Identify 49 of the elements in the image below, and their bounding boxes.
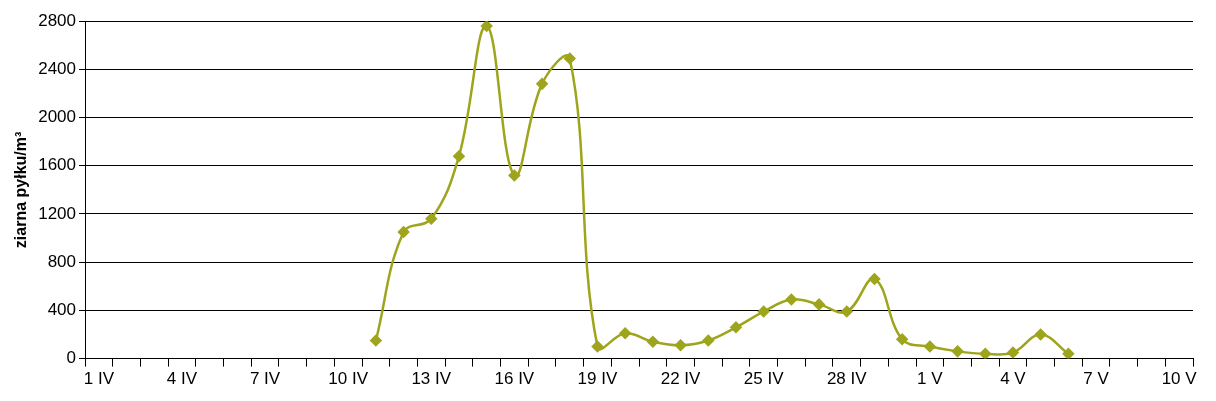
y-tick-label: 2000 xyxy=(38,107,77,127)
point xyxy=(841,305,853,318)
point xyxy=(730,321,742,334)
y-tick-label: 400 xyxy=(47,300,77,320)
point xyxy=(647,335,659,348)
y-axis-title: ziarna pyłku/m³ xyxy=(12,131,30,249)
x-tick-label: 7 V xyxy=(1083,369,1110,389)
point xyxy=(702,334,715,347)
point xyxy=(1007,346,1019,359)
x-tick-label: 10 IV xyxy=(328,369,369,389)
point xyxy=(536,78,548,90)
point xyxy=(453,150,465,162)
point xyxy=(757,305,770,318)
y-tick-label: 0 xyxy=(66,348,77,368)
point xyxy=(813,298,825,311)
y-tick-label: 2400 xyxy=(38,59,77,79)
point xyxy=(425,213,438,225)
point xyxy=(370,334,382,347)
x-tick-label: 4 IV xyxy=(166,369,198,389)
x-tick-label: 4 V xyxy=(1000,369,1027,389)
point xyxy=(1034,328,1047,341)
x-tick-label: 1 V xyxy=(917,369,944,389)
x-tick-label: 16 IV xyxy=(494,369,535,389)
y-tick-label: 1600 xyxy=(38,155,77,175)
point xyxy=(397,226,410,238)
x-tick-label: 22 IV xyxy=(660,369,702,389)
point xyxy=(564,52,576,65)
x-tick-label: 13 IV xyxy=(411,369,452,389)
point xyxy=(785,293,798,306)
y-tick-label: 1200 xyxy=(38,203,77,223)
point xyxy=(508,169,521,182)
point xyxy=(951,345,964,358)
x-tick-label: 1 IV xyxy=(83,369,115,389)
point xyxy=(480,21,493,32)
point xyxy=(979,348,991,359)
point xyxy=(619,327,631,340)
point xyxy=(1062,348,1075,359)
x-tick-label: 7 IV xyxy=(249,369,281,389)
x-tick-label: 25 IV xyxy=(743,369,785,389)
point xyxy=(924,340,936,353)
point xyxy=(868,273,881,285)
point xyxy=(591,340,604,353)
y-tick-label: 2800 xyxy=(38,10,77,30)
point xyxy=(674,339,687,352)
point xyxy=(896,333,908,346)
x-tick-label: 28 IV xyxy=(826,369,868,389)
y-tick-label: 800 xyxy=(47,251,77,271)
x-tick-label: 19 IV xyxy=(577,369,618,389)
x-tick-label: 10 V xyxy=(1161,369,1198,389)
